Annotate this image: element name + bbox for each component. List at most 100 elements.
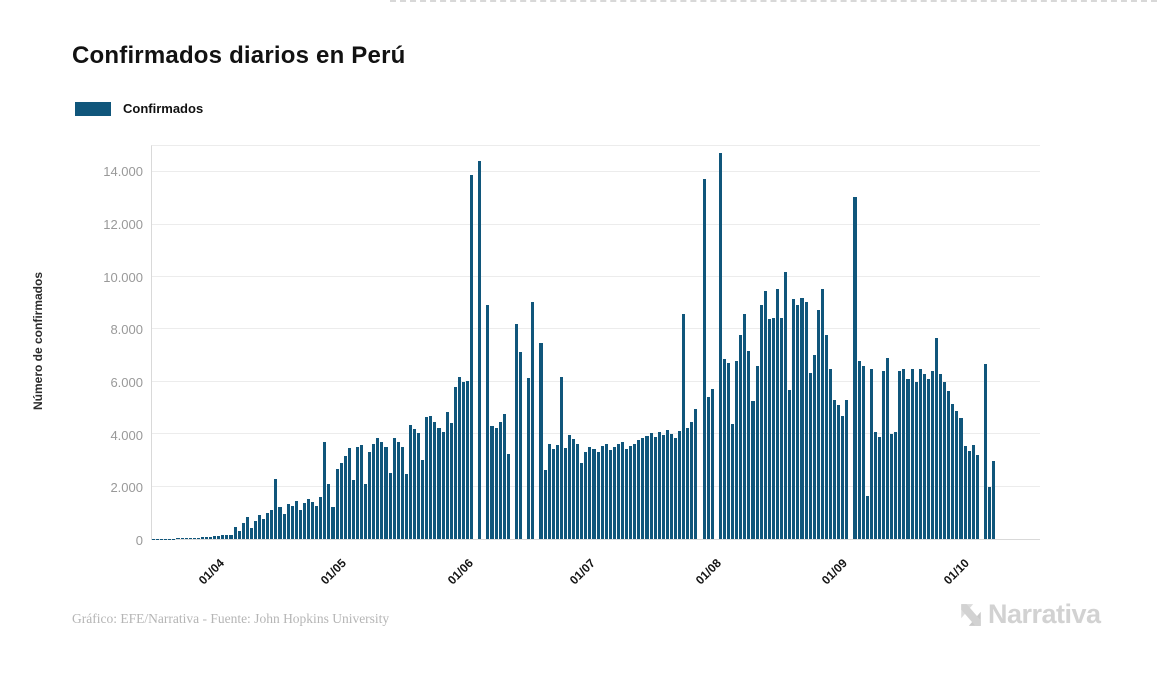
bar[interactable]	[233, 526, 237, 539]
bar[interactable]	[690, 421, 694, 539]
bar[interactable]	[229, 534, 233, 539]
bar[interactable]	[780, 317, 784, 539]
bar[interactable]	[502, 414, 506, 539]
bar[interactable]	[653, 437, 657, 539]
bar[interactable]	[992, 460, 996, 539]
bar[interactable]	[682, 314, 686, 539]
bar[interactable]	[343, 456, 347, 539]
bar[interactable]	[519, 352, 523, 539]
bar[interactable]	[543, 470, 547, 539]
bar[interactable]	[253, 520, 258, 539]
bar[interactable]	[975, 455, 979, 539]
bar[interactable]	[625, 448, 629, 539]
bar[interactable]	[433, 422, 437, 539]
bar[interactable]	[531, 302, 535, 539]
bar[interactable]	[616, 444, 620, 539]
bar[interactable]	[800, 297, 804, 539]
bar[interactable]	[470, 175, 474, 539]
bar[interactable]	[869, 368, 873, 539]
bar[interactable]	[710, 388, 714, 539]
bar[interactable]	[355, 447, 359, 539]
bar[interactable]	[971, 444, 975, 539]
bar[interactable]	[514, 324, 519, 539]
bar[interactable]	[576, 444, 580, 539]
bar[interactable]	[298, 509, 302, 539]
bar[interactable]	[877, 436, 881, 539]
bar[interactable]	[494, 427, 498, 539]
bar[interactable]	[539, 343, 543, 539]
bar[interactable]	[943, 382, 947, 539]
bar[interactable]	[278, 506, 282, 539]
bar[interactable]	[918, 369, 922, 539]
bar[interactable]	[262, 519, 266, 539]
bar[interactable]	[967, 450, 971, 539]
bar[interactable]	[359, 445, 364, 539]
bar[interactable]	[669, 433, 673, 539]
bar[interactable]	[951, 404, 955, 539]
bar[interactable]	[763, 291, 767, 539]
bar[interactable]	[939, 373, 943, 539]
bar[interactable]	[294, 500, 298, 539]
bar[interactable]	[926, 379, 930, 539]
bar[interactable]	[657, 431, 661, 539]
bar[interactable]	[596, 451, 600, 539]
bar[interactable]	[963, 446, 967, 539]
bar[interactable]	[441, 431, 445, 539]
bar[interactable]	[890, 434, 894, 539]
bar[interactable]	[580, 462, 584, 539]
bar[interactable]	[792, 298, 796, 539]
bar[interactable]	[641, 437, 645, 539]
bar[interactable]	[237, 530, 241, 539]
bar[interactable]	[461, 382, 466, 539]
bar[interactable]	[437, 427, 441, 539]
bar[interactable]	[421, 460, 425, 539]
bar[interactable]	[861, 366, 865, 539]
bar[interactable]	[922, 373, 926, 539]
bar[interactable]	[796, 305, 800, 539]
bar[interactable]	[368, 452, 372, 539]
bar[interactable]	[376, 437, 380, 539]
bar[interactable]	[327, 483, 331, 539]
bar[interactable]	[649, 432, 653, 539]
bar[interactable]	[551, 448, 555, 539]
bar[interactable]	[555, 445, 559, 539]
bar[interactable]	[612, 446, 616, 539]
bar[interactable]	[323, 442, 327, 539]
bar[interactable]	[837, 405, 841, 539]
bar[interactable]	[767, 319, 771, 539]
bar[interactable]	[192, 538, 196, 539]
bar[interactable]	[898, 371, 902, 539]
bar[interactable]	[282, 514, 286, 539]
bar[interactable]	[637, 439, 641, 539]
bar[interactable]	[661, 434, 665, 539]
bar[interactable]	[735, 360, 739, 539]
bar[interactable]	[180, 538, 184, 539]
bar[interactable]	[400, 447, 404, 539]
bar[interactable]	[902, 368, 906, 539]
bar[interactable]	[828, 368, 833, 539]
bar[interactable]	[196, 538, 200, 539]
bar[interactable]	[249, 528, 253, 539]
bar[interactable]	[209, 536, 213, 539]
bar[interactable]	[947, 391, 951, 539]
bar[interactable]	[486, 304, 490, 539]
bar[interactable]	[784, 272, 788, 539]
bar[interactable]	[833, 400, 837, 539]
bar[interactable]	[270, 510, 274, 539]
bar[interactable]	[176, 538, 180, 539]
bar[interactable]	[302, 503, 306, 539]
bar[interactable]	[188, 538, 192, 539]
bar[interactable]	[417, 432, 421, 539]
bar[interactable]	[674, 438, 678, 539]
bar[interactable]	[567, 435, 572, 539]
bar[interactable]	[743, 314, 747, 539]
bar[interactable]	[184, 538, 188, 539]
bar[interactable]	[608, 449, 612, 539]
bar[interactable]	[804, 301, 808, 539]
bar[interactable]	[935, 337, 939, 539]
bar[interactable]	[274, 479, 278, 539]
bar[interactable]	[347, 447, 351, 539]
bar[interactable]	[665, 430, 669, 539]
bar[interactable]	[572, 439, 576, 539]
bar[interactable]	[678, 431, 682, 539]
